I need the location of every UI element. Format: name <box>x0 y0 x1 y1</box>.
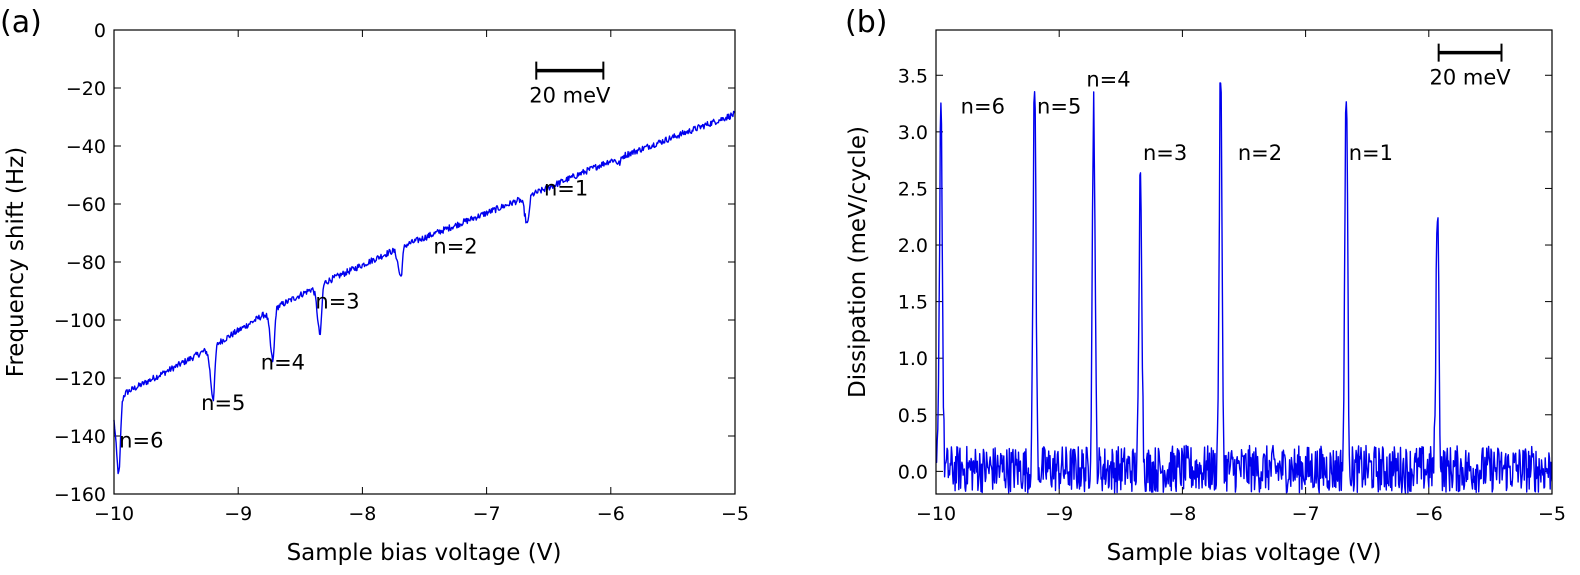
a-y-tick-labels: 0 −20 −40 −60 −80 −100 −120 −140 −160 <box>54 20 106 506</box>
a-frequency-shift-line <box>113 110 736 475</box>
b-plot-frame <box>935 29 1553 495</box>
panel-a-label: (a) <box>0 5 42 40</box>
b-y-tick-label: 3.0 <box>898 122 928 144</box>
b-y-tick-label: 2.5 <box>898 178 928 200</box>
b-x-tick-labels: −10 −9 −8 −7 −6 −5 <box>916 503 1566 525</box>
b-annotation-n5: n=5 <box>1037 95 1081 119</box>
a-y-tick-label: −160 <box>54 484 106 506</box>
b-x-tick-label: −8 <box>1168 503 1196 525</box>
b-annotation-n2: n=2 <box>1238 141 1282 165</box>
a-y-tick-label: −80 <box>66 252 106 274</box>
b-x-axis-label: Sample bias voltage (V) <box>1107 540 1382 566</box>
a-x-tick-label: −5 <box>721 503 749 525</box>
b-n-labels: n=6 n=5n=4 n=3 n=2 n=1 <box>961 68 1393 166</box>
a-annotation-n2: n=2 <box>433 234 477 258</box>
a-y-tick-label: −20 <box>66 78 106 100</box>
b-dissipation-line <box>936 82 1552 494</box>
a-annotation-n3: n=3 <box>315 289 359 313</box>
a-x-tick-label: −8 <box>348 503 376 525</box>
a-annotation-n5: n=5 <box>201 391 245 415</box>
a-x-tick-labels: −10 −9 −8 −7 −6 −5 <box>94 503 749 525</box>
a-y-tick-label: −120 <box>54 368 106 390</box>
b-y-tick-label: 0.5 <box>898 405 928 427</box>
a-y-tick-label: −60 <box>66 194 106 216</box>
b-x-tick-label: −9 <box>1045 503 1073 525</box>
a-x-tick-label: −10 <box>94 503 134 525</box>
a-x-axis-label: Sample bias voltage (V) <box>287 540 562 566</box>
b-annotation-n3: n=3 <box>1143 141 1187 165</box>
b-y-tick-label: 1.0 <box>898 348 928 370</box>
b-x-tick-label: −5 <box>1538 503 1566 525</box>
b-y-tick-labels: 0.0 0.5 1.0 1.5 2.0 2.5 3.0 3.5 <box>898 65 928 483</box>
b-tick-marks <box>935 30 1553 494</box>
b-annotation-n6: n=6 <box>961 95 1005 119</box>
a-y-tick-label: 0 <box>94 20 106 42</box>
a-annotation-n1: n=1 <box>544 176 588 200</box>
panel-b-label: (b) <box>845 5 887 40</box>
b-annotation-n1: n=1 <box>1349 141 1393 165</box>
a-y-tick-label: −140 <box>54 426 106 448</box>
b-y-axis-label: Dissipation (meV/cycle) <box>845 126 871 398</box>
panel-a-frequency-shift-chart: (a) 0−20−40−60−80−100−120−140−160 −10 −9−… <box>0 5 749 566</box>
b-x-tick-label: −10 <box>916 503 956 525</box>
b-y-tick-label: 2.0 <box>898 235 928 257</box>
b-annotation-n4: n=4 <box>1086 68 1130 92</box>
a-plot-frame <box>113 29 736 495</box>
a-n-labels: n=6 n=5 n=4 n=3 n=2 n=1 <box>119 176 588 452</box>
a-x-tick-label: −6 <box>597 503 625 525</box>
b-scale-bar-label: 20 meV <box>1430 66 1512 90</box>
a-scale-bar-label: 20 meV <box>529 84 611 108</box>
a-y-tick-label: −40 <box>66 136 106 158</box>
b-x-tick-label: −6 <box>1415 503 1443 525</box>
a-y-axis-label: Frequency shift (Hz) <box>3 147 29 377</box>
b-y-tick-label: 3.5 <box>898 65 928 87</box>
a-annotation-n6: n=6 <box>119 429 163 453</box>
b-scale-bar: 20 meV <box>1430 43 1512 90</box>
a-scale-bar: 20 meV <box>529 61 611 108</box>
b-y-tick-label: 0.0 <box>898 461 928 483</box>
a-x-tick-label: −9 <box>224 503 252 525</box>
b-y-tick-label: 1.5 <box>898 292 928 314</box>
a-y-tick-label: −100 <box>54 310 106 332</box>
a-annotation-n4: n=4 <box>261 350 305 374</box>
panel-b-dissipation-chart: (b) 0.0 0.5 1.0 1.5 2.0 2.5 3.0 3.5 −10 −9 −8 −7 −6… <box>845 5 1566 566</box>
a-x-tick-label: −7 <box>473 503 501 525</box>
a-tick-marks <box>113 29 736 495</box>
b-x-tick-label: −7 <box>1292 503 1320 525</box>
